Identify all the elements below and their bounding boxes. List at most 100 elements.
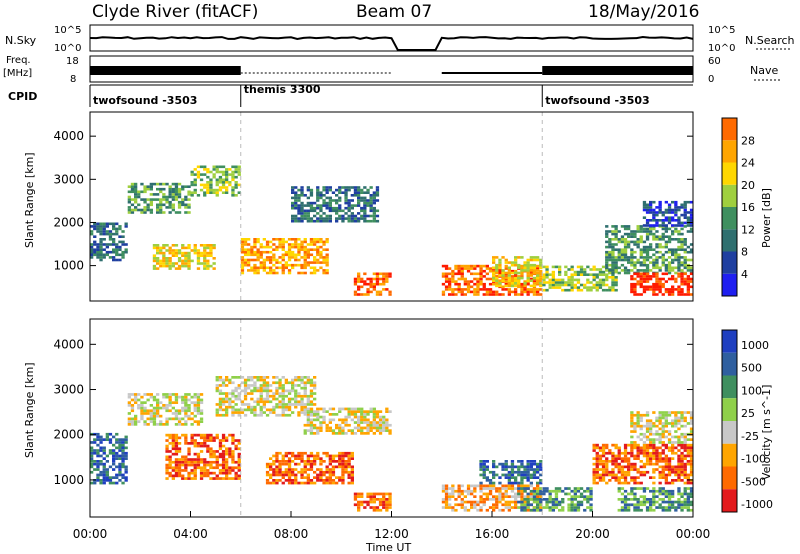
heatmap-cell [303,238,307,241]
heatmap-cell [548,273,552,276]
heatmap-cell [184,412,188,415]
heatmap-cell [209,436,213,440]
heatmap-cell [237,408,241,412]
heatmap-cell [501,498,505,501]
heatmap-cell [221,183,226,187]
heatmap-cell [454,498,458,501]
heatmap-cell [608,288,612,292]
heatmap-cell [677,422,681,425]
heatmap-cell [664,288,668,291]
heatmap-cell [504,284,508,288]
heatmap-cell [636,416,640,420]
heatmap-cell [652,438,656,441]
heatmap-cell [611,269,615,272]
heatmap-cell [196,452,201,456]
heatmap-cell [457,272,461,276]
heatmap-cell [168,450,172,453]
heatmap-cell [199,458,204,461]
heatmap-cell [645,211,650,214]
heatmap-cell [215,188,219,192]
heatmap-cell [353,186,358,189]
heatmap-cell [639,416,643,420]
heatmap-cell [378,282,383,286]
heatmap-cell [548,489,552,493]
heatmap-cell [316,479,320,482]
heatmap-cell [649,245,653,249]
heatmap-cell [165,200,169,204]
heatmap-cell [674,248,678,251]
heatmap-cell [152,420,157,423]
heatmap-cell [539,263,543,267]
power-colorbar-label: Power [dB] [760,188,773,248]
heatmap-cell [507,476,511,479]
heatmap-cell [159,187,163,191]
heatmap-cell [649,200,653,204]
heatmap-cell [689,422,694,425]
heatmap-cell [96,468,100,471]
heatmap-cell [645,443,650,447]
heatmap-cell [143,412,147,415]
heatmap-cell [636,422,640,425]
heatmap-cell [689,280,694,283]
heatmap-cell [181,417,185,421]
heatmap-cell [275,258,279,262]
heatmap-cell [303,271,307,275]
heatmap-cell [193,244,197,247]
heatmap-cell [225,460,229,464]
heatmap-cell [228,181,232,184]
heatmap-cell [526,495,530,498]
heatmap-cell [331,432,336,435]
heatmap-cell [199,460,204,464]
heatmap-cell [366,214,370,218]
heatmap-cell [617,462,621,466]
heatmap-cell [526,258,530,262]
heatmap-cell [121,454,125,458]
heatmap-cell [633,506,637,509]
heatmap-cell [325,476,329,479]
heatmap-cell [184,458,188,461]
heatmap-cell [470,503,474,507]
heatmap-cell [677,272,681,276]
heatmap-cell [218,376,223,379]
heatmap-cell [338,460,342,463]
heatmap-cell [225,408,229,412]
heatmap-cell [645,248,650,251]
heatmap-cell [265,462,270,466]
heatmap-cell [551,270,555,274]
x-tick-label: 00:00 [676,527,711,541]
heatmap-cell [655,272,659,276]
heatmap-cell [558,489,562,493]
heatmap-cell [649,430,653,433]
heatmap-cell [561,283,565,287]
heatmap-cell [680,261,684,264]
heatmap-cell [190,194,194,197]
heatmap-cell [642,441,647,444]
heatmap-cell [338,410,342,413]
heatmap-cell [642,275,647,278]
heatmap-cell [291,451,295,455]
heatmap-cell [237,455,241,459]
heatmap-cell [287,245,292,249]
nave-top-tick: 60 [708,56,721,67]
heatmap-cell [209,251,213,255]
heatmap-cell [554,487,559,490]
heatmap-cell [275,403,279,406]
heatmap-cell [498,261,502,264]
heatmap-cell [152,417,157,421]
heatmap-cell [485,290,489,294]
heatmap-cell [297,258,301,262]
heatmap-cell [457,492,461,496]
heatmap-cell [661,293,665,296]
heatmap-cell [347,462,351,466]
heatmap-cell [614,454,618,458]
heatmap-cell [309,418,314,422]
heatmap-cell [617,446,621,450]
heatmap-cell [526,498,530,501]
heatmap-cell [542,288,546,292]
heatmap-cell [457,484,461,488]
heatmap-cell [300,457,304,460]
heatmap-cell [492,261,496,264]
heatmap-cell [366,293,370,296]
heatmap-cell [507,506,511,509]
heatmap-cell [300,378,304,382]
